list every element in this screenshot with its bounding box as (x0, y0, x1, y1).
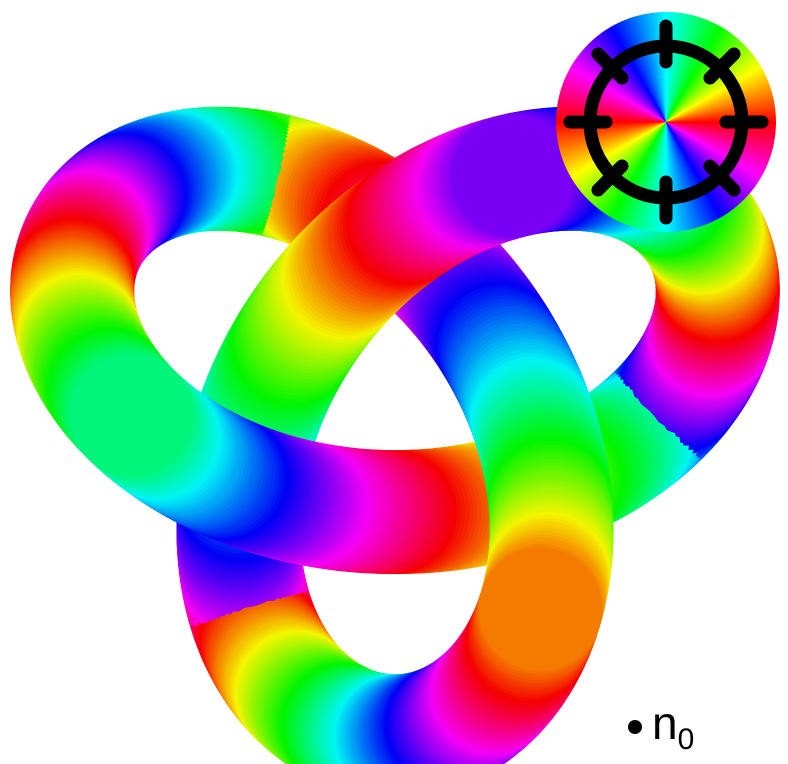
tube-segment (70, 353, 194, 477)
figure: n0 (0, 0, 788, 764)
wheel-ring (556, 12, 776, 232)
bullet (628, 720, 642, 734)
label-main: n (652, 697, 678, 749)
n0-label: n0 (628, 700, 694, 755)
tube-segment (478, 547, 602, 671)
label-subscript: 0 (678, 723, 695, 756)
